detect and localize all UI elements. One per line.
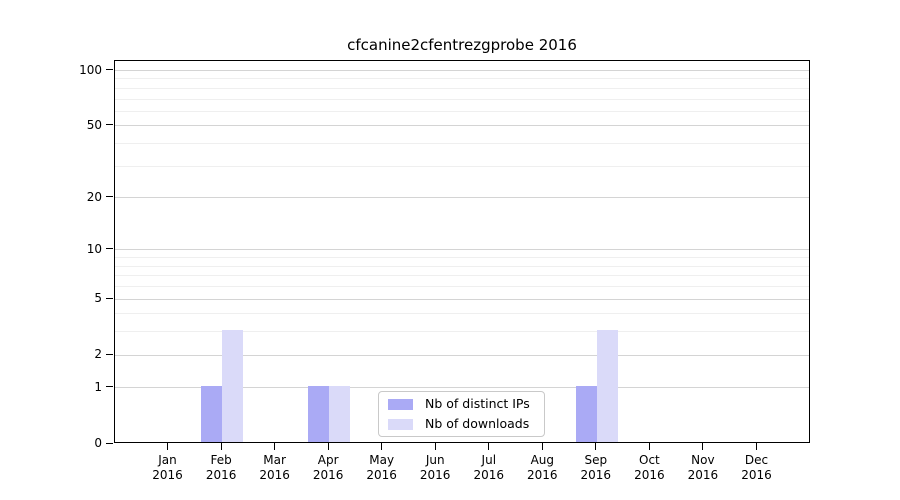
gridline-1 [115,387,809,389]
legend-item-distinct-ips: Nb of distinct IPs [388,397,535,411]
y-tick-label-0: 0 [94,436,102,450]
gridline-5 [115,298,809,300]
y-tick-mark-20 [106,196,113,198]
gridline-50 [115,125,809,127]
y-tick-label-50: 50 [86,117,102,132]
x-tick-label-jan: Jan 2016 [152,453,183,482]
x-tick-mark-apr [327,443,329,450]
y-tick-label-1: 1 [94,379,102,394]
x-tick-label-jul: Jul 2016 [473,453,505,482]
x-tick-label-feb: Feb 2016 [205,453,237,482]
gridline-30 [115,165,809,167]
y-tick-mark-10 [106,248,113,250]
gridline-4 [115,313,809,315]
y-tick-label-20: 20 [86,189,102,204]
x-tick-mark-nov [702,443,704,450]
bar-downloads-sep [596,329,618,442]
y-tick-label-2: 2 [94,347,102,362]
gridline-60 [115,110,809,112]
gridline-2 [115,354,809,356]
x-tick-mark-sep [595,443,597,450]
gridline-3 [115,331,809,333]
gridline-80 [115,87,809,89]
x-tick-label-jun: Jun 2016 [419,453,451,482]
legend-label-distinct-ips: Nb of distinct IPs [425,396,530,411]
y-tick-label-100: 100 [79,62,102,77]
x-tick-mark-dec [756,443,757,450]
chart-title: cfcanine2cfentrezgprobe 2016 [347,36,577,54]
y-tick-mark-5 [106,297,113,299]
bar-downloads-feb [222,329,244,442]
bar-distinct-ips-apr [308,385,330,442]
y-tick-label-10: 10 [86,241,102,256]
legend-swatch-distinct-ips [388,398,413,410]
x-tick-label-mar: Mar 2016 [259,453,290,482]
x-tick-mark-aug [541,443,543,450]
y-tick-label-5: 5 [94,291,102,305]
gridline-90 [115,78,809,80]
y-tick-mark-2 [106,353,113,355]
legend-item-downloads: Nb of downloads [388,417,535,431]
x-tick-label-oct: Oct 2016 [634,453,665,482]
y-tick-mark-1 [106,386,113,388]
legend-label-downloads: Nb of downloads [425,416,530,431]
x-tick-mark-feb [220,443,222,450]
gridline-40 [115,143,809,144]
x-tick-mark-jul [488,443,490,450]
x-tick-mark-mar [274,443,276,450]
y-tick-mark-100 [106,69,113,70]
gridline-7 [115,275,809,277]
gridline-100 [115,70,809,71]
gridline-20 [115,197,809,199]
x-tick-mark-oct [648,443,650,450]
x-tick-mark-jan [167,443,168,450]
plot-area [114,60,810,443]
x-tick-label-may: May 2016 [366,453,397,482]
gridline-6 [115,286,809,287]
legend: Nb of distinct IPs Nb of downloads [378,391,545,437]
bar-downloads-apr [329,385,351,442]
x-tick-label-apr: Apr 2016 [312,453,344,482]
y-tick-mark-50 [106,124,113,126]
x-tick-label-aug: Aug 2016 [527,453,558,482]
y-tick-mark-0 [106,442,113,444]
gridline-9 [115,257,809,259]
gridline-70 [115,98,809,100]
x-tick-mark-jun [434,443,436,450]
gridline-10 [115,249,809,251]
x-tick-label-nov: Nov 2016 [687,453,719,482]
legend-swatch-downloads [388,418,413,430]
x-tick-label-sep: Sep 2016 [580,453,612,482]
x-tick-mark-may [381,443,383,450]
bar-distinct-ips-sep [575,385,597,442]
gridline-8 [115,265,809,267]
bar-distinct-ips-feb [201,385,223,442]
x-tick-label-dec: Dec 2016 [741,453,772,482]
